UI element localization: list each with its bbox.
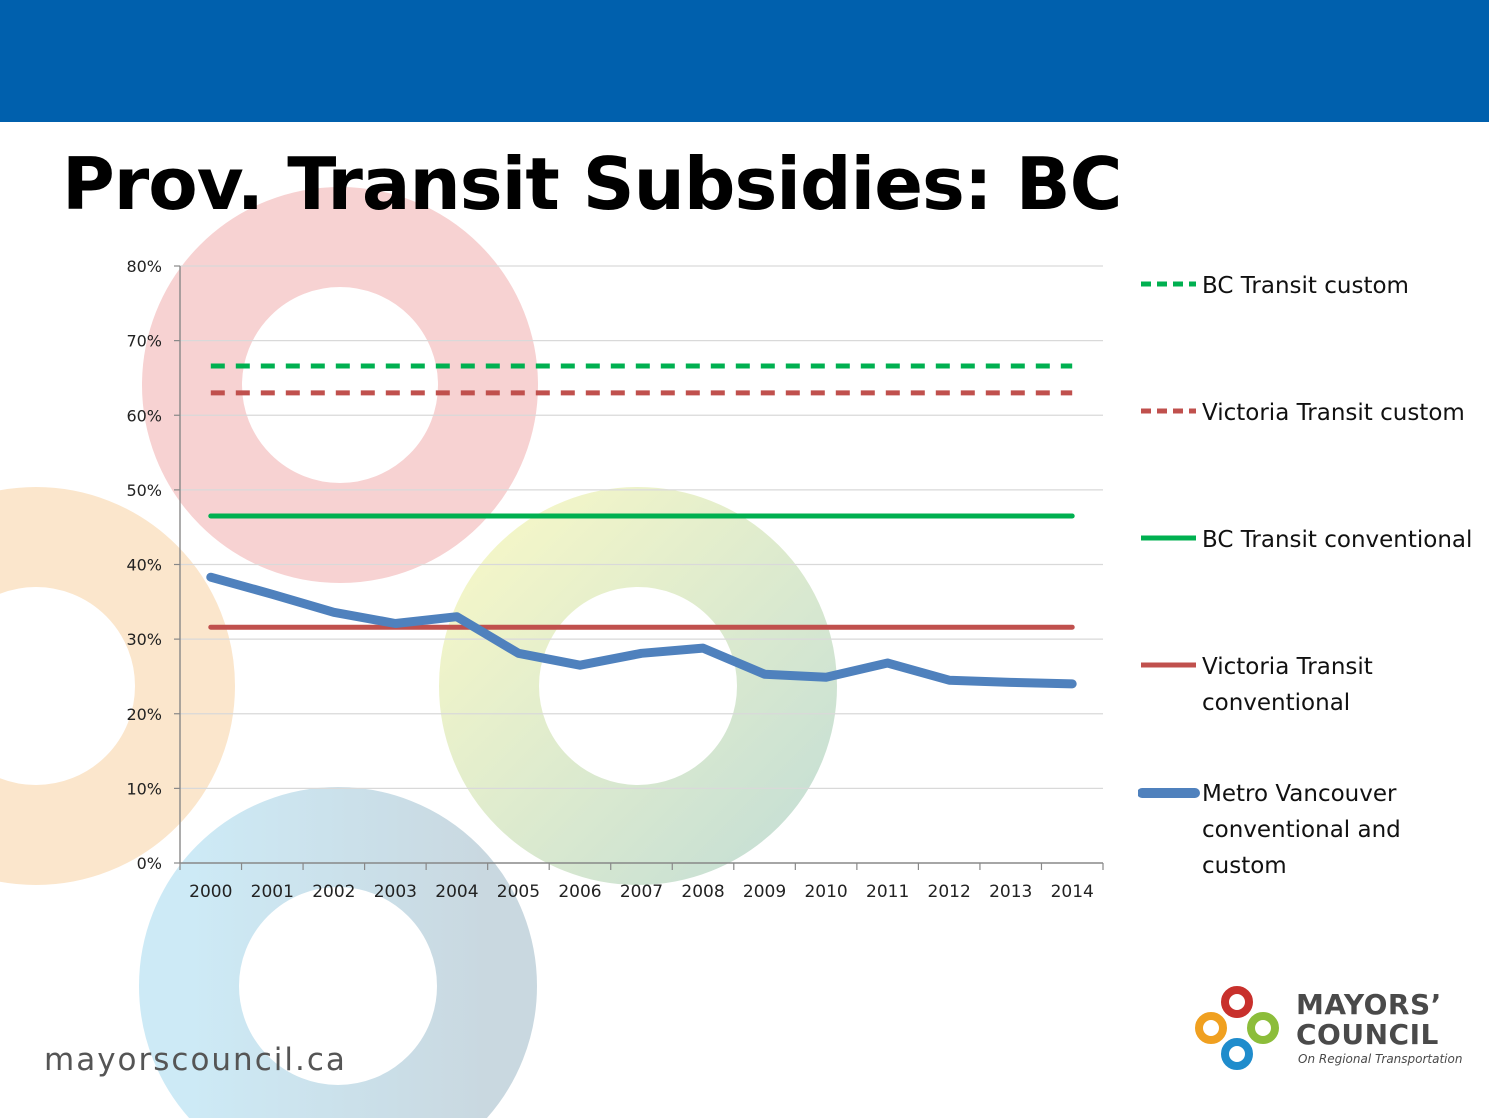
x-tick-label: 2002 [312, 882, 355, 902]
logo-rings-icon [1195, 986, 1279, 1070]
orange-ring [0, 487, 235, 885]
x-tick-label: 2003 [374, 882, 417, 902]
y-tick-label: 0% [137, 854, 162, 873]
legend-label: Metro Vancouver conventional and custom [1202, 781, 1401, 879]
legend-label: BC Transit custom [1202, 273, 1409, 299]
x-tick-label: 2001 [251, 882, 294, 902]
y-tick-label: 70% [126, 332, 162, 351]
legend-swatch [1141, 408, 1196, 414]
slide-title: Prov. Transit Subsidies: BC [62, 142, 1122, 226]
legend-swatch [1141, 535, 1196, 541]
y-tick-label: 30% [126, 630, 162, 649]
logo-text-mayors: MAYORS’ [1296, 988, 1442, 1021]
blue-ring [139, 787, 537, 1118]
legend-label: BC Transit conventional [1202, 527, 1473, 553]
yellow-green-ring [439, 487, 837, 885]
x-tick-label: 2006 [558, 882, 601, 902]
y-tick-label: 60% [126, 406, 162, 425]
y-tick-label: 40% [126, 556, 162, 575]
x-tick-label: 2013 [989, 882, 1032, 902]
x-tick-label: 2004 [435, 882, 478, 902]
axis-layer: 0% 10% 20% 30% 40% 50% 60% 70% 80% 2000 2001 2002 20… [126, 257, 1104, 902]
site-url[interactable]: mayorscouncil.ca [44, 1042, 347, 1078]
mayors-council-logo[interactable]: MAYORS’ COUNCIL On Regional Transportati… [1192, 984, 1482, 1084]
x-tick-label: 2009 [743, 882, 786, 902]
x-tick-label: 2012 [928, 882, 971, 902]
legend-swatch [1141, 281, 1196, 287]
x-tick-label: 2007 [620, 882, 663, 902]
header-bar [0, 0, 1489, 122]
x-tick-label: 2011 [866, 882, 909, 902]
x-tick-label: 2014 [1051, 882, 1094, 902]
series-line [206, 572, 1077, 689]
y-tick-label: 80% [126, 257, 162, 276]
x-tick-label: 2008 [681, 882, 724, 902]
red-ring [142, 187, 538, 583]
legend-swatch [1138, 788, 1200, 798]
y-tick-label: 50% [126, 481, 162, 500]
x-tick-label: 2000 [189, 882, 232, 902]
x-tick-label: 2010 [804, 882, 847, 902]
x-tick-label: 2005 [497, 882, 540, 902]
grid-layer [180, 265, 1103, 789]
logo-tagline: On Regional Transportation [1298, 1052, 1463, 1066]
y-tick-label: 10% [126, 779, 162, 798]
series-layer [206, 363, 1077, 689]
y-tick-label: 20% [126, 705, 162, 724]
legend-swatch [1141, 662, 1196, 668]
legend-label: Victoria Transit custom [1202, 400, 1465, 426]
legend-label: Victoria Transit conventional [1202, 654, 1373, 716]
logo-text-council: COUNCIL [1296, 1018, 1439, 1051]
